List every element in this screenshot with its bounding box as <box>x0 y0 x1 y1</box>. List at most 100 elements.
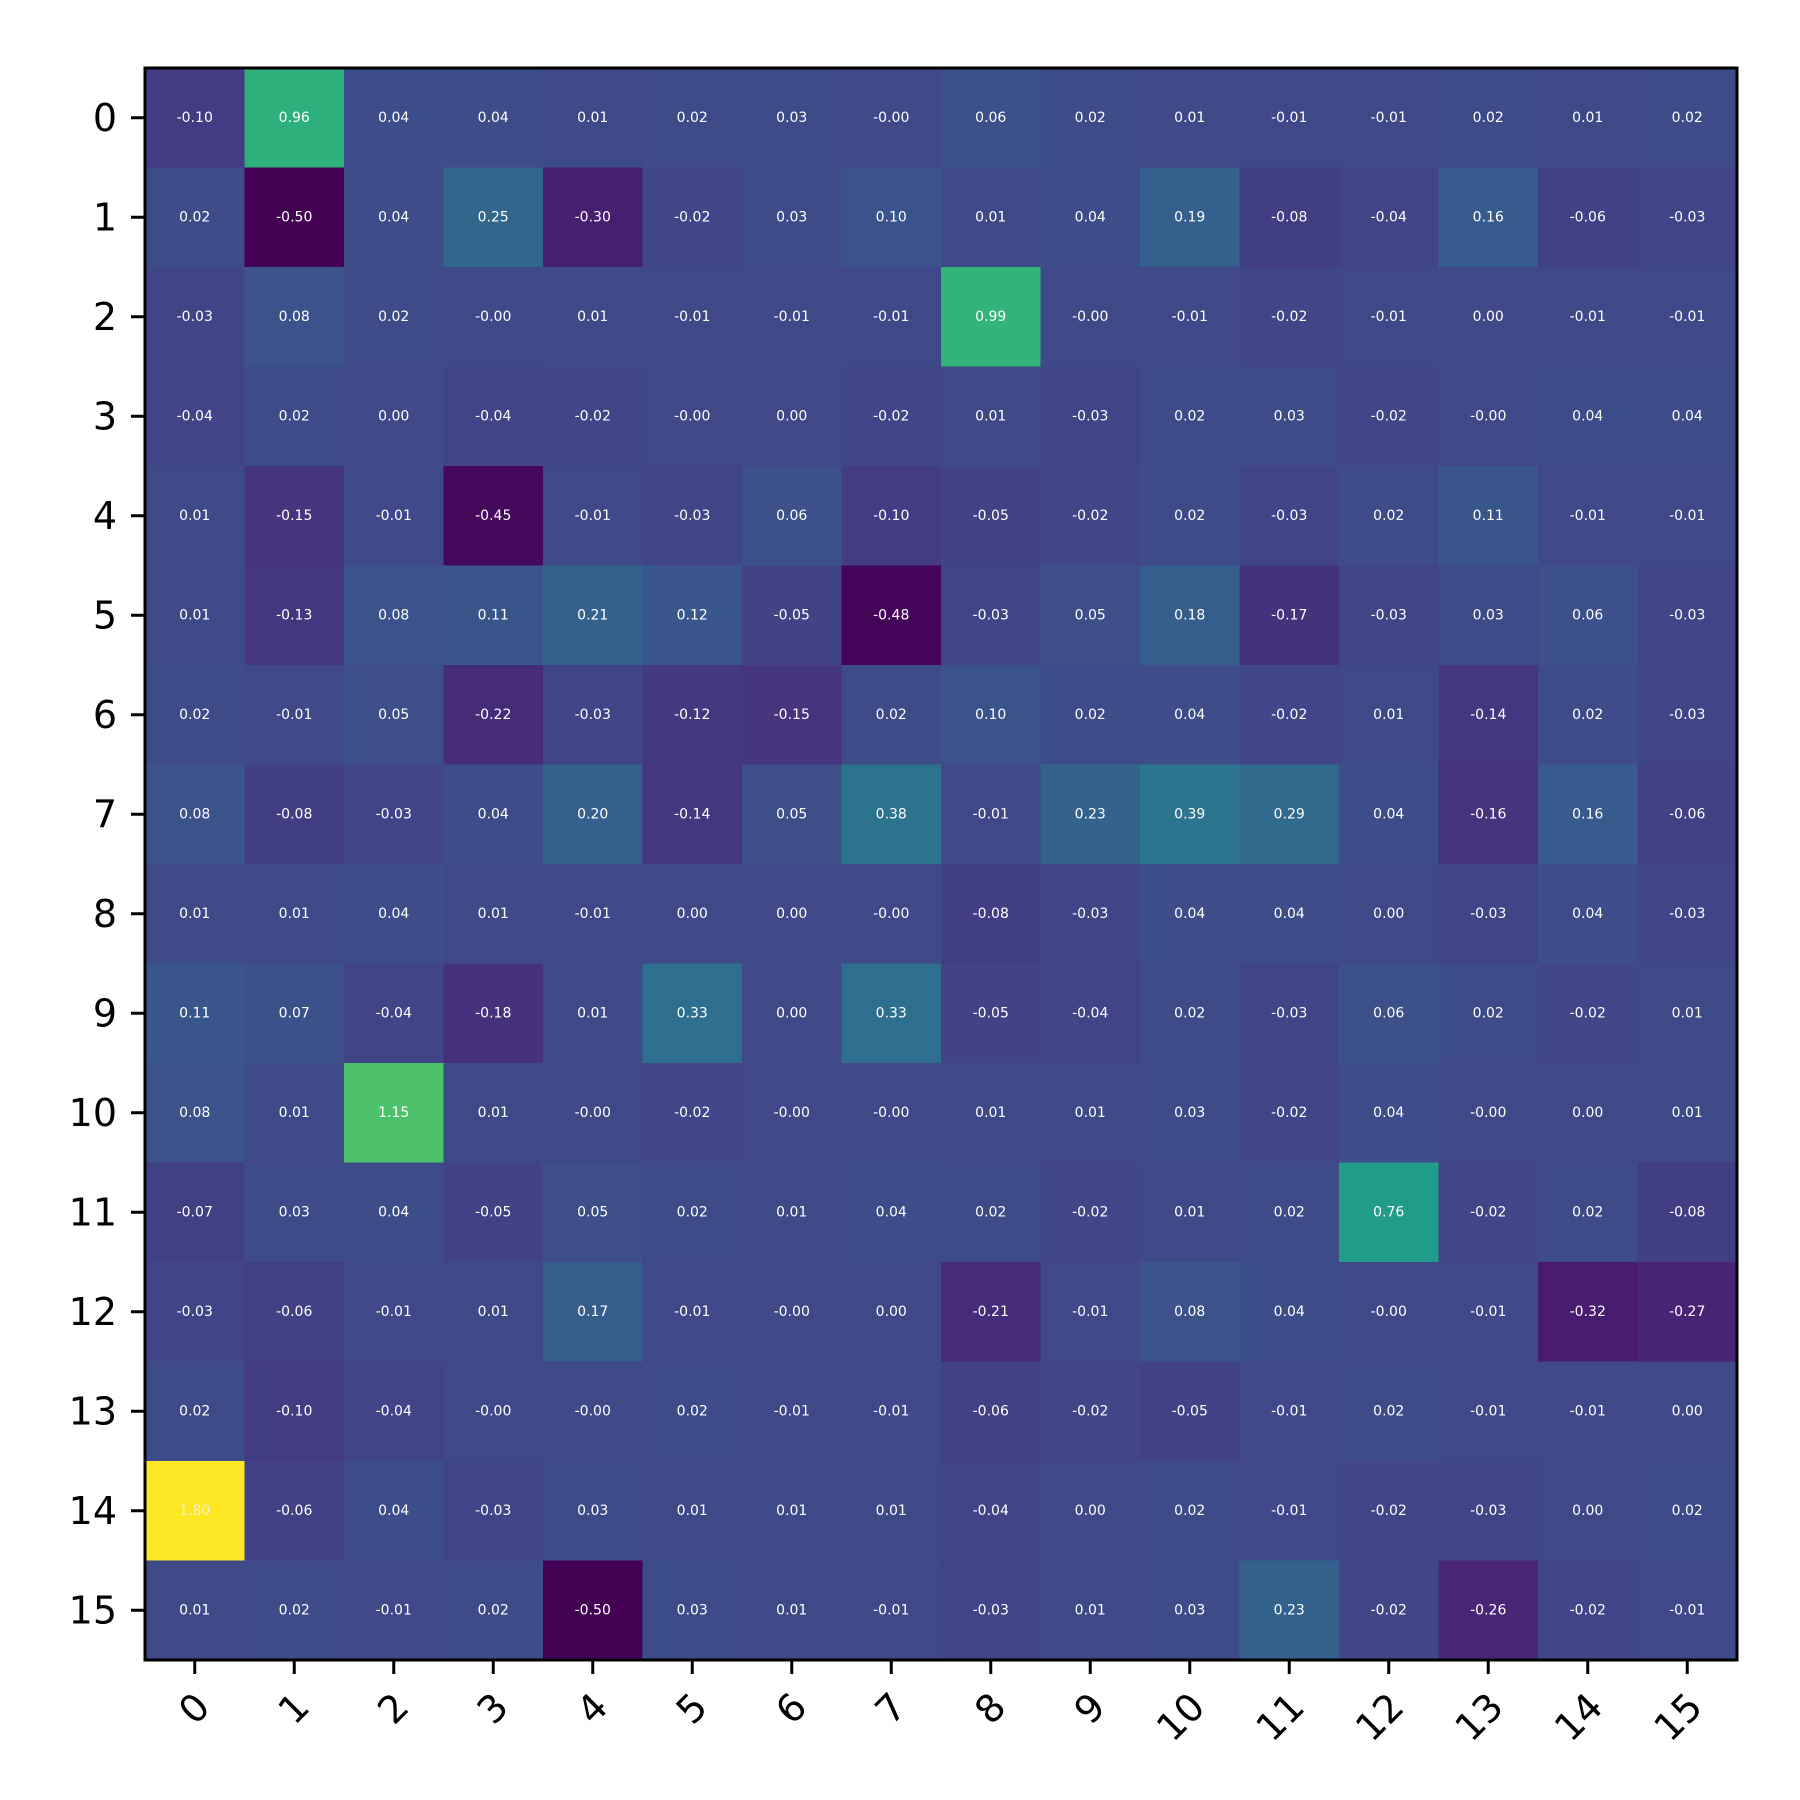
y-tick-label: 15 <box>69 1588 117 1632</box>
heatmap-cell <box>1140 1162 1241 1263</box>
cell-value-label: -0.00 <box>1371 1304 1407 1320</box>
heatmap-cell <box>1140 1461 1241 1562</box>
heatmap-cell <box>543 1560 644 1661</box>
heatmap-cell <box>1040 1162 1141 1263</box>
cell-value-label: 0.02 <box>1174 508 1205 524</box>
y-tick-label: 12 <box>69 1290 117 1334</box>
heatmap-cell <box>642 68 743 169</box>
cell-value-label: 0.01 <box>1174 110 1205 126</box>
cell-value-label: -0.05 <box>1172 1403 1208 1419</box>
heatmap-cell <box>742 665 843 766</box>
heatmap-cell <box>1040 1461 1141 1562</box>
cell-value-label: 0.01 <box>179 1602 210 1618</box>
heatmap-cell <box>642 764 743 865</box>
heatmap-cell <box>543 466 644 567</box>
cell-value-label: 0.00 <box>776 408 807 424</box>
heatmap-cell <box>145 1461 246 1562</box>
heatmap-cells <box>145 68 1738 1661</box>
y-tick-label: 11 <box>69 1190 117 1234</box>
cell-value-label: 0.02 <box>975 1204 1006 1220</box>
cell-value-label: 0.08 <box>378 607 409 623</box>
heatmap-cell <box>941 1560 1042 1661</box>
heatmap-cell <box>344 963 445 1064</box>
cell-value-label: 0.00 <box>1075 1503 1106 1519</box>
cell-value-label: -0.02 <box>1570 1602 1606 1618</box>
cell-value-label: -0.10 <box>177 110 213 126</box>
cell-value-label: -0.01 <box>674 1304 710 1320</box>
cell-value-label: 0.96 <box>279 110 310 126</box>
cell-value-label: -0.01 <box>973 806 1009 822</box>
cell-value-label: 0.02 <box>1572 1204 1603 1220</box>
cell-value-label: 0.01 <box>179 508 210 524</box>
cell-value-label: 0.03 <box>1174 1105 1205 1121</box>
cell-value-label: -0.02 <box>575 408 611 424</box>
cell-value-label: 0.04 <box>378 1503 409 1519</box>
cell-value-label: 0.05 <box>378 707 409 723</box>
heatmap-cell <box>941 1162 1042 1263</box>
cell-value-label: -0.02 <box>1371 408 1407 424</box>
cell-value-label: -0.02 <box>1271 309 1307 325</box>
heatmap-cell <box>1040 68 1141 169</box>
heatmap-cell <box>841 1461 942 1562</box>
cell-value-label: -0.02 <box>674 1105 710 1121</box>
heatmap-cell <box>1239 1560 1340 1661</box>
cell-value-label: 0.01 <box>179 906 210 922</box>
cell-value-label: 0.02 <box>1174 1503 1205 1519</box>
heatmap-cell <box>1438 1262 1539 1363</box>
heatmap-cell <box>1538 963 1639 1064</box>
cell-value-label: -0.15 <box>276 508 312 524</box>
cell-value-label: 0.00 <box>1572 1503 1603 1519</box>
heatmap-cell <box>344 1162 445 1263</box>
cell-value-label: 0.03 <box>1174 1602 1205 1618</box>
heatmap-cell <box>443 1461 544 1562</box>
cell-value-label: 0.00 <box>776 906 807 922</box>
heatmap-cell <box>1339 764 1440 865</box>
cell-value-label: 0.08 <box>279 309 310 325</box>
heatmap-cell <box>1339 665 1440 766</box>
cell-value-label: 0.08 <box>1174 1304 1205 1320</box>
cell-value-label: 0.38 <box>876 806 907 822</box>
cell-value-label: -0.01 <box>575 508 611 524</box>
cell-value-label: 0.04 <box>1572 408 1603 424</box>
cell-value-label: 0.01 <box>478 1304 509 1320</box>
heatmap-cell <box>1239 1361 1340 1462</box>
cell-value-label: 0.01 <box>1075 1105 1106 1121</box>
heatmap-cell <box>1040 366 1141 467</box>
heatmap-cell <box>1040 963 1141 1064</box>
heatmap-cell <box>642 864 743 965</box>
heatmap-cell <box>841 565 942 666</box>
heatmap-cell <box>344 1361 445 1462</box>
heatmap-cell <box>841 68 942 169</box>
heatmap-cell <box>344 167 445 268</box>
cell-value-label: -0.02 <box>1072 1204 1108 1220</box>
cell-value-label: -0.10 <box>873 508 909 524</box>
cell-value-label: 0.06 <box>1373 1005 1404 1021</box>
heatmap-cell <box>941 665 1042 766</box>
heatmap-cell <box>145 665 246 766</box>
heatmap-cell <box>1140 764 1241 865</box>
heatmap-cell <box>543 864 644 965</box>
heatmap-cell <box>344 267 445 368</box>
cell-value-label: 0.00 <box>378 408 409 424</box>
cell-value-label: -0.01 <box>1470 1403 1506 1419</box>
heatmap-cell <box>1637 1361 1738 1462</box>
heatmap-cell <box>1239 366 1340 467</box>
heatmap-cell <box>1438 963 1539 1064</box>
cell-value-label: -0.01 <box>276 707 312 723</box>
heatmap-cell <box>145 267 246 368</box>
cell-value-label: -0.50 <box>575 1602 611 1618</box>
heatmap-cell <box>1438 665 1539 766</box>
cell-value-label: 0.04 <box>478 110 509 126</box>
heatmap-cell <box>1239 1262 1340 1363</box>
cell-value-label: -0.00 <box>475 1403 511 1419</box>
heatmap-cell <box>344 1461 445 1562</box>
heatmap-cell <box>344 665 445 766</box>
heatmap-cell <box>941 1063 1042 1164</box>
cell-value-label: 0.04 <box>378 209 409 225</box>
heatmap-cell <box>642 665 743 766</box>
plot-frame <box>143 66 1739 1662</box>
cell-value-label: -0.03 <box>674 508 710 524</box>
cell-value-label: 0.03 <box>279 1204 310 1220</box>
cell-value-label: -0.08 <box>1669 1204 1705 1220</box>
cell-value-label: 0.02 <box>677 1204 708 1220</box>
